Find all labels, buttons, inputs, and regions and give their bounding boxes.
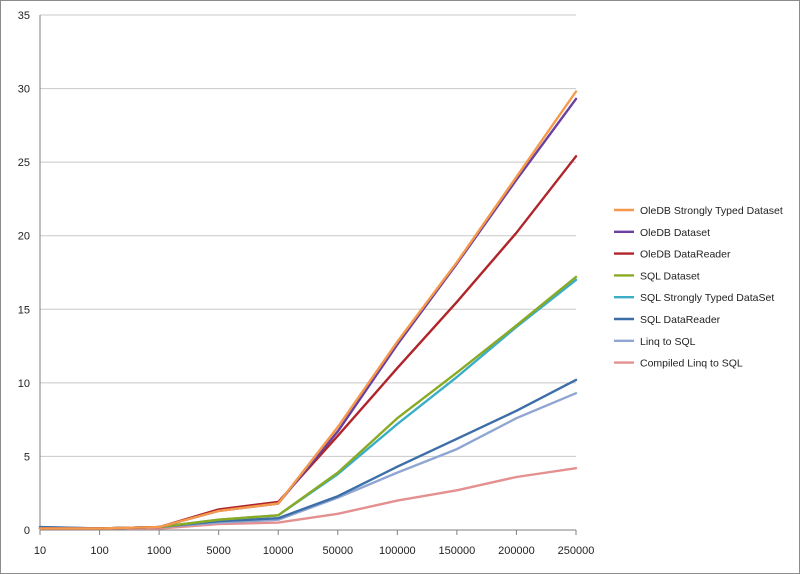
y-tick-label: 10: [18, 378, 30, 390]
legend-label: Linq to SQL: [640, 336, 696, 348]
x-tick-label: 50000: [322, 545, 353, 557]
gridlines: [40, 14, 576, 457]
legend-label: OleDB DataReader: [640, 249, 731, 261]
series-line-4: [38, 275, 578, 530]
legend-item: Linq to SQL: [614, 336, 696, 348]
legend-item: SQL Dataset: [614, 270, 700, 282]
x-tick-label: 250000: [558, 545, 595, 557]
x-tick-label: 10000: [263, 545, 294, 557]
x-tick-label: 100: [90, 545, 108, 557]
legend-item: Compiled Linq to SQL: [614, 358, 743, 370]
y-tick-label: 30: [18, 84, 30, 96]
legend-label: SQL Strongly Typed DataSet: [640, 292, 774, 304]
x-tick-label: 1000: [147, 545, 171, 557]
legend-item: OleDB Dataset: [614, 227, 710, 239]
y-tick-label: 15: [18, 304, 30, 316]
x-tick-label: 100000: [379, 545, 416, 557]
x-tick-label: 200000: [498, 545, 535, 557]
y-tick-label: 0: [24, 525, 30, 537]
legend-label: OleDB Dataset: [640, 227, 710, 239]
legend-item: SQL DataReader: [614, 314, 721, 326]
legend-item: SQL Strongly Typed DataSet: [614, 292, 774, 304]
legend: OleDB Strongly Typed Dataset OleDB Datase…: [614, 205, 783, 370]
series-line-8: [38, 467, 578, 530]
y-tick-label: 25: [18, 157, 30, 169]
legend-label: SQL Dataset: [640, 270, 700, 282]
y-tick-label: 5: [24, 451, 30, 463]
x-tick-label: 5000: [206, 545, 230, 557]
axes: 0 5 10 15 20 25 30 35 10 100 1000 5000 10000 50000 100…: [18, 10, 595, 557]
y-tick-label: 20: [18, 231, 30, 243]
series-line-6: [38, 378, 578, 530]
series-line-5: [38, 278, 578, 530]
x-tick-label: 10: [34, 545, 46, 557]
x-tick-label: 150000: [439, 545, 476, 557]
legend-label: SQL DataReader: [640, 314, 721, 326]
legend-label: OleDB Strongly Typed Dataset: [640, 205, 783, 217]
y-tick-label: 35: [18, 10, 30, 22]
series-lines: [38, 90, 578, 530]
legend-item: OleDB Strongly Typed Dataset: [614, 205, 783, 217]
series-line-1: [38, 90, 578, 530]
legend-item: OleDB DataReader: [614, 249, 731, 261]
legend-label: Compiled Linq to SQL: [640, 358, 743, 370]
